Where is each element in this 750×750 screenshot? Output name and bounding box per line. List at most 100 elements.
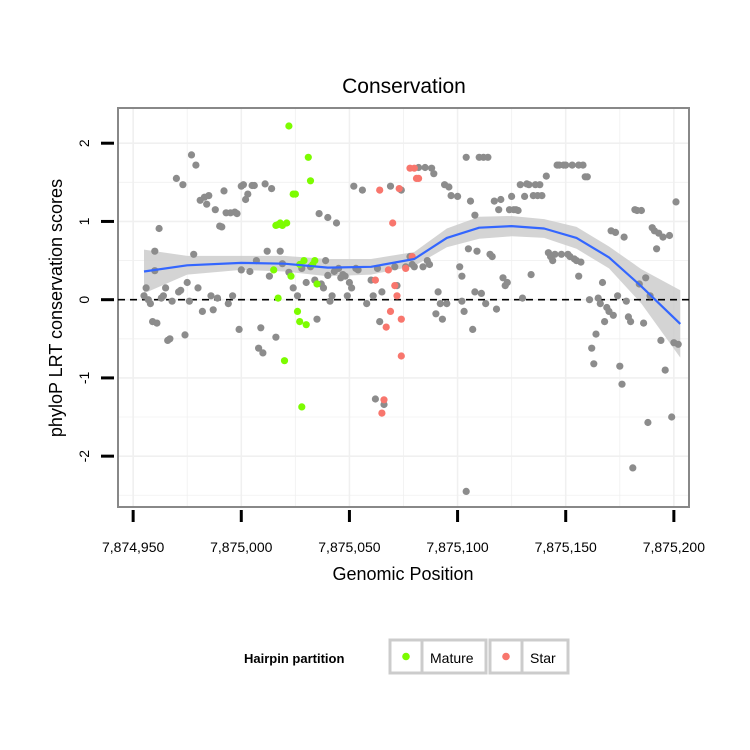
other-point xyxy=(302,278,310,287)
other-point xyxy=(495,206,503,214)
other-point xyxy=(319,284,328,292)
other-point xyxy=(622,297,630,305)
other-point xyxy=(276,247,284,255)
other-point xyxy=(159,292,167,300)
other-point xyxy=(187,151,196,159)
other-point xyxy=(577,258,585,266)
other-point xyxy=(315,210,323,218)
other-point xyxy=(181,331,189,339)
other-point xyxy=(462,487,470,495)
x-tick-label: 7,875,150 xyxy=(535,539,597,555)
other-point xyxy=(203,200,211,208)
x-axis: 7,874,950 7,875,000 7,875,050 7,875,100 7,87… xyxy=(102,510,705,555)
other-point xyxy=(488,253,496,261)
other-point xyxy=(343,292,351,300)
other-point xyxy=(378,288,386,296)
star-point xyxy=(415,174,423,182)
gridlines xyxy=(119,109,688,506)
other-point xyxy=(464,245,472,253)
other-point xyxy=(473,247,481,255)
mature-point xyxy=(274,294,282,302)
star-point xyxy=(397,315,405,323)
other-point xyxy=(601,318,609,326)
other-point xyxy=(538,192,546,200)
other-point xyxy=(562,161,570,169)
mature-point xyxy=(293,307,302,315)
mature-point xyxy=(287,272,295,280)
x-tick-label: 7,874,950 xyxy=(102,539,164,555)
other-point xyxy=(585,296,594,304)
other-point xyxy=(640,319,648,327)
other-point xyxy=(345,278,353,287)
x-tick-label: 7,875,000 xyxy=(210,539,272,555)
other-point xyxy=(503,278,511,287)
other-point xyxy=(259,349,267,357)
other-point xyxy=(213,294,222,302)
other-point xyxy=(391,263,399,271)
chart-title: Conservation xyxy=(342,75,466,98)
other-point xyxy=(594,294,602,302)
other-point xyxy=(434,288,442,296)
other-point xyxy=(263,247,271,255)
other-point xyxy=(265,272,273,280)
other-point xyxy=(146,300,154,308)
other-point xyxy=(592,330,600,338)
other-point xyxy=(668,413,676,421)
other-point xyxy=(568,161,576,169)
other-point xyxy=(218,223,226,231)
mature-point xyxy=(291,190,299,198)
other-point xyxy=(611,228,620,236)
other-point xyxy=(162,284,170,292)
other-point xyxy=(190,250,198,258)
other-point xyxy=(326,297,334,305)
mature-point xyxy=(283,219,291,227)
other-point xyxy=(272,333,280,341)
other-point xyxy=(371,395,379,403)
x-tick-label: 7,875,200 xyxy=(643,539,705,555)
other-point xyxy=(499,274,507,282)
other-point xyxy=(462,153,470,161)
other-point xyxy=(477,289,485,297)
x-tick-label: 7,875,050 xyxy=(318,539,380,555)
other-point xyxy=(616,362,624,370)
star-point xyxy=(391,282,399,290)
legend-item-star: Star xyxy=(488,638,570,675)
other-point xyxy=(428,164,436,172)
other-point xyxy=(620,233,628,241)
other-point xyxy=(458,297,466,305)
legend-item-mature: Mature xyxy=(388,638,488,675)
other-point xyxy=(484,153,492,161)
other-point xyxy=(237,266,245,274)
other-point xyxy=(627,318,635,326)
y-axis-label: phyloP LRT conservation scores xyxy=(46,179,66,437)
other-point xyxy=(341,272,349,280)
star-point xyxy=(386,307,395,315)
mature-point xyxy=(298,403,306,411)
other-point xyxy=(257,324,265,332)
other-point xyxy=(661,366,669,374)
other-point xyxy=(665,231,674,240)
mature-point xyxy=(304,153,312,161)
other-point xyxy=(598,278,607,287)
other-point xyxy=(438,315,446,323)
other-point xyxy=(293,292,302,300)
other-point xyxy=(588,344,596,352)
smooth-line-layer xyxy=(143,225,682,325)
other-point xyxy=(198,307,206,315)
other-point xyxy=(657,336,665,344)
other-point xyxy=(328,292,336,300)
other-point xyxy=(443,300,451,308)
star-point xyxy=(371,276,379,284)
y-tick-label: -1 xyxy=(76,371,92,384)
other-point xyxy=(239,181,247,189)
other-point xyxy=(471,288,479,296)
other-point xyxy=(242,195,250,204)
other-point xyxy=(551,250,559,258)
star-point xyxy=(380,396,388,404)
star-point xyxy=(389,219,397,227)
other-point xyxy=(497,195,505,204)
other-point xyxy=(471,211,479,219)
other-point xyxy=(430,170,438,178)
other-point xyxy=(332,219,341,227)
star-point xyxy=(378,409,386,417)
